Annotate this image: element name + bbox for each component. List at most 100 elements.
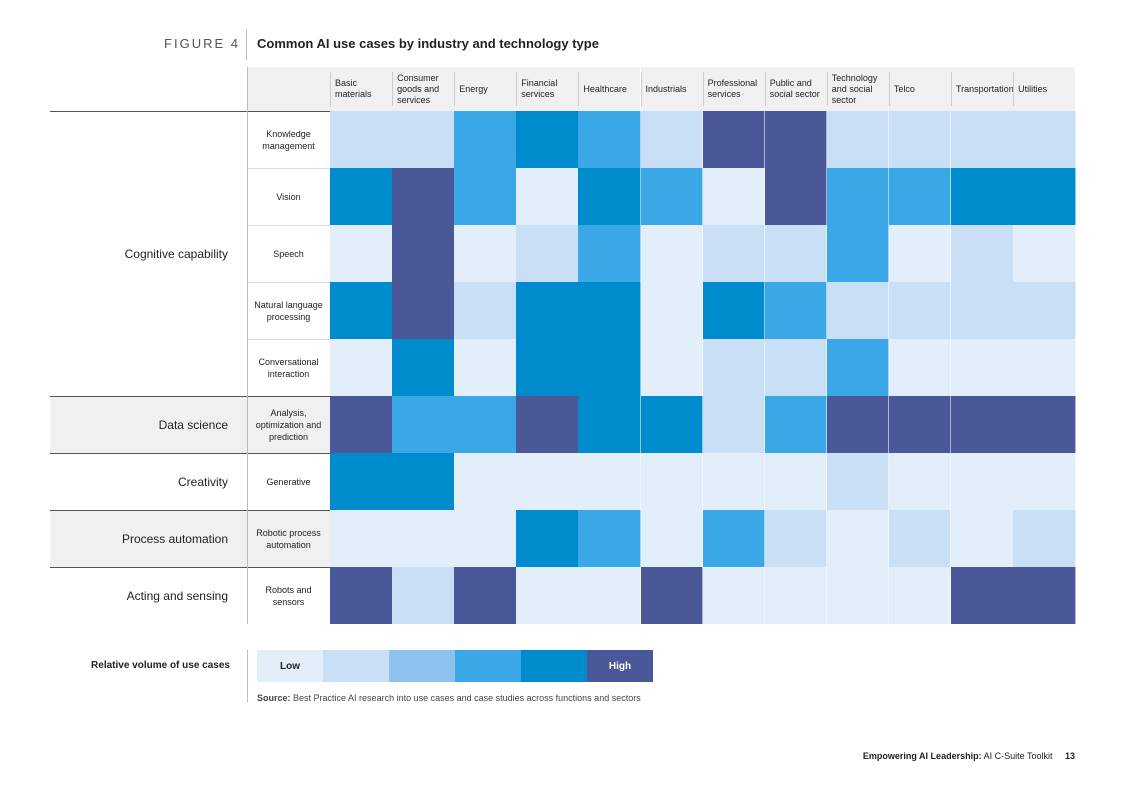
heatmap-cell bbox=[516, 282, 579, 339]
heatmap-cell bbox=[764, 225, 828, 282]
heatmap-cell bbox=[826, 225, 890, 282]
title-divider bbox=[246, 30, 247, 60]
heatmap-cell bbox=[764, 168, 828, 225]
heatmap-cell bbox=[392, 225, 455, 282]
heatmap-cell bbox=[888, 567, 952, 624]
heatmap-cell bbox=[640, 339, 704, 396]
chart-title: Common AI use cases by industry and tech… bbox=[257, 36, 599, 51]
heatmap-cell bbox=[578, 111, 641, 168]
column-divider bbox=[826, 72, 828, 106]
legend-divider bbox=[247, 650, 248, 702]
column-divider bbox=[578, 72, 580, 106]
heatmap-cell bbox=[454, 168, 517, 225]
heatmap-cell bbox=[516, 225, 579, 282]
source-note: Source: Best Practice AI research into u… bbox=[257, 693, 641, 703]
heatmap-cell bbox=[640, 282, 704, 339]
group-label: Acting and sensing bbox=[126, 588, 228, 603]
heatmap-cell bbox=[826, 168, 890, 225]
heatmap-cell bbox=[454, 510, 517, 567]
heatmap-cell bbox=[392, 282, 455, 339]
legend-swatch: Low bbox=[257, 650, 323, 682]
heatmap-cell bbox=[764, 567, 828, 624]
heatmap-cell bbox=[1013, 168, 1076, 225]
heatmap-cell bbox=[826, 339, 890, 396]
heatmap-cell bbox=[392, 453, 455, 510]
column-divider bbox=[392, 72, 394, 106]
legend-swatch bbox=[455, 650, 521, 682]
heatmap-cell bbox=[702, 225, 766, 282]
footer-title: Empowering AI Leadership: bbox=[862, 751, 982, 761]
row-label: Natural language processing bbox=[254, 299, 323, 322]
heatmap-cell bbox=[516, 168, 579, 225]
heatmap-cell bbox=[392, 168, 455, 225]
heatmap-cell bbox=[951, 111, 1014, 168]
legend-swatch: High bbox=[587, 650, 653, 682]
row-label: Analysis, optimization and prediction bbox=[255, 407, 322, 442]
column-header-blank bbox=[247, 67, 330, 111]
column-header: Professional services bbox=[702, 67, 765, 111]
heatmap-cell bbox=[888, 168, 952, 225]
heatmap-cell bbox=[454, 282, 517, 339]
heatmap-cell bbox=[578, 567, 641, 624]
heatmap-cell bbox=[764, 339, 828, 396]
column-header: Industrials bbox=[640, 67, 703, 111]
heatmap-cell bbox=[516, 453, 579, 510]
heatmap-cell bbox=[330, 453, 393, 510]
heatmap-cell bbox=[640, 396, 704, 453]
row-label: Knowledge management bbox=[262, 128, 315, 151]
heatmap-cell bbox=[888, 225, 952, 282]
heatmap-cell bbox=[454, 567, 517, 624]
group-band bbox=[50, 510, 330, 567]
footer-subtitle: AI C-Suite Toolkit bbox=[983, 751, 1053, 761]
heatmap-cell bbox=[578, 510, 641, 567]
heatmap-cell bbox=[826, 567, 890, 624]
heatmap-cell bbox=[702, 282, 766, 339]
row-label: Robots and sensors bbox=[265, 584, 312, 607]
heatmap-cell bbox=[951, 168, 1014, 225]
column-header: Consumer goods and services bbox=[392, 67, 455, 111]
column-divider bbox=[640, 72, 642, 106]
heatmap-cell bbox=[702, 111, 766, 168]
row-label: Robotic process automation bbox=[256, 527, 321, 550]
row-divider bbox=[247, 168, 330, 169]
group-label: Process automation bbox=[121, 531, 228, 546]
heatmap-cell bbox=[330, 168, 393, 225]
heatmap-cell bbox=[951, 510, 1014, 567]
heatmap-cell bbox=[640, 453, 704, 510]
heatmap-cell bbox=[702, 567, 766, 624]
heatmap-cell bbox=[826, 396, 890, 453]
heatmap-cell bbox=[578, 396, 641, 453]
column-header: Energy bbox=[454, 67, 517, 111]
heatmap-cell bbox=[951, 225, 1014, 282]
heatmap-cell bbox=[454, 111, 517, 168]
row-label: Conversational interaction bbox=[258, 356, 319, 379]
heatmap-cell bbox=[330, 567, 393, 624]
source-label: Source: bbox=[257, 693, 291, 703]
heatmap-cell bbox=[888, 111, 952, 168]
legend-swatch bbox=[389, 650, 455, 682]
heatmap-cell bbox=[330, 339, 393, 396]
heatmap-cell bbox=[578, 168, 641, 225]
row-divider bbox=[247, 225, 330, 226]
heatmap-cell bbox=[888, 396, 952, 453]
group-divider bbox=[50, 453, 330, 454]
heatmap-cell bbox=[578, 339, 641, 396]
row-divider bbox=[247, 339, 330, 340]
heatmap-cell bbox=[1013, 225, 1076, 282]
group-label: Creativity bbox=[177, 474, 228, 489]
heatmap-cell bbox=[702, 396, 766, 453]
heatmap-cell bbox=[764, 396, 828, 453]
group-label: Data science bbox=[158, 417, 228, 432]
page-footer: Empowering AI Leadership: AI C-Suite Too… bbox=[700, 751, 1075, 761]
group-divider bbox=[50, 111, 330, 112]
column-header: Public and social sector bbox=[764, 67, 827, 111]
group-divider bbox=[50, 510, 330, 511]
heatmap-cell bbox=[702, 339, 766, 396]
heatmap-cell bbox=[951, 282, 1014, 339]
group-divider bbox=[50, 396, 330, 397]
heatmap-cell bbox=[454, 225, 517, 282]
heatmap-cell bbox=[516, 567, 579, 624]
heatmap-cell bbox=[826, 111, 890, 168]
figure-label: FIGURE 4 bbox=[164, 36, 240, 51]
heatmap-cell bbox=[454, 396, 517, 453]
